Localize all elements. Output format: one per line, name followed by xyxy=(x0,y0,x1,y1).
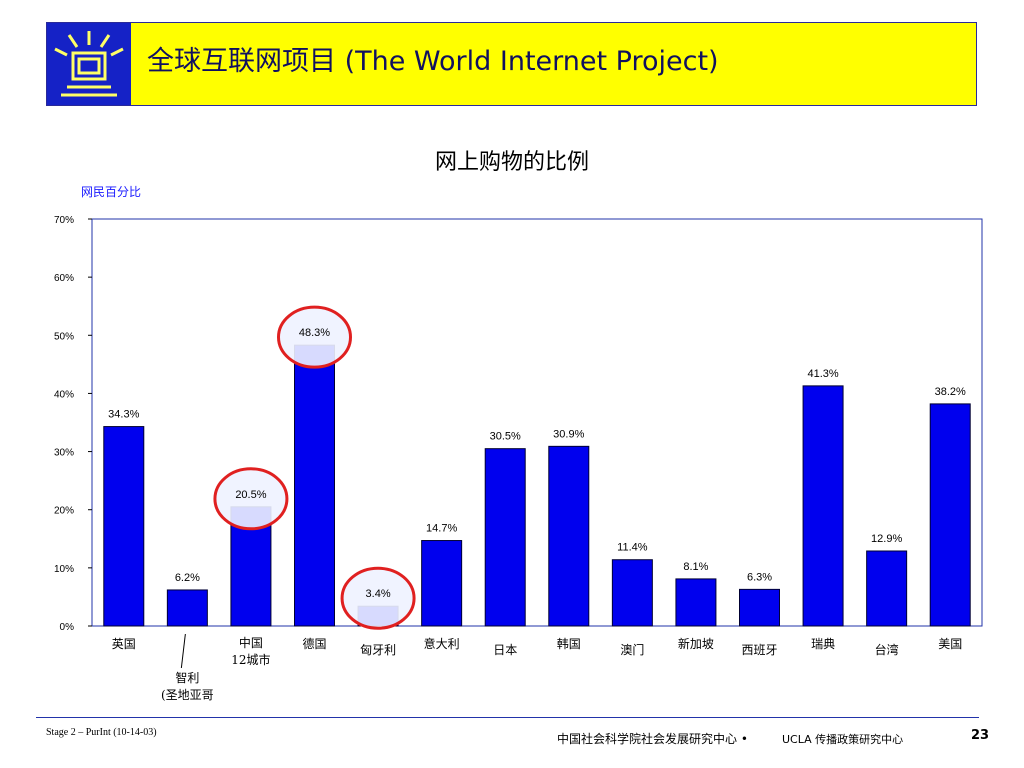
footer-divider xyxy=(36,717,979,718)
data-label: 41.3% xyxy=(807,368,838,380)
data-label: 11.4% xyxy=(617,542,648,554)
category-label: 韩国 xyxy=(557,636,581,651)
category-label: 美国 xyxy=(938,637,962,651)
data-label: 6.2% xyxy=(175,572,200,584)
data-label: 48.3% xyxy=(299,327,330,339)
category-label: 日本 xyxy=(493,643,517,657)
highlight-circle xyxy=(213,467,289,531)
y-axis-label: 网民百分比 xyxy=(81,185,142,199)
highlight-circle xyxy=(277,305,352,369)
header-banner: 全球互联网项目 (The World Internet Project) xyxy=(46,22,977,106)
category-label: 澳门 xyxy=(620,642,644,657)
category-label: 匈牙利 xyxy=(360,643,396,657)
y-tick-label: 60% xyxy=(54,273,74,284)
category-label: 德国 xyxy=(302,636,326,651)
bar-澳门 xyxy=(611,559,653,627)
category-label: 台湾 xyxy=(875,642,899,657)
bar-瑞典 xyxy=(802,385,844,627)
bar-日本 xyxy=(484,448,526,627)
category-label: 新加坡 xyxy=(678,636,714,651)
category-sublabel: (圣地亚哥 xyxy=(161,688,214,702)
data-label: 38.2% xyxy=(935,386,966,398)
bar-智利 xyxy=(166,589,208,627)
footer-ucla: UCLA 传播政策研究中心 xyxy=(782,733,904,746)
data-label: 6.3% xyxy=(747,571,772,583)
footer-stage-label: Stage 2 – PurInt (10-14-03) xyxy=(46,727,157,738)
data-label: 30.9% xyxy=(553,428,584,440)
data-label: 14.7% xyxy=(426,523,457,535)
bar-韩国 xyxy=(548,445,590,627)
plot-area-frame xyxy=(91,218,983,627)
category-label: 中国 xyxy=(239,635,263,650)
bar-英国 xyxy=(103,426,145,627)
y-tick-label: 0% xyxy=(60,622,75,633)
bar-西班牙 xyxy=(739,588,780,627)
bar-德国 xyxy=(294,344,335,627)
y-tick-label: 10% xyxy=(54,564,74,575)
bar-意大利 xyxy=(421,540,463,627)
data-label: 8.1% xyxy=(683,561,708,573)
highlight-circle xyxy=(340,566,416,630)
y-tick-label: 40% xyxy=(54,389,74,400)
category-label: 意大利 xyxy=(424,636,460,651)
page-number: 23 xyxy=(971,728,990,743)
leader-line xyxy=(180,633,186,669)
bar-新加坡 xyxy=(675,578,717,627)
logo xyxy=(47,23,131,105)
logo-icon xyxy=(54,31,124,97)
y-tick-label: 70% xyxy=(54,215,74,226)
category-sublabel: 12城市 xyxy=(231,652,270,667)
category-label: 智利 xyxy=(175,670,199,685)
bar-美国 xyxy=(929,403,971,627)
page-title: 全球互联网项目 (The World Internet Project) xyxy=(147,46,719,77)
y-tick-label: 30% xyxy=(54,448,74,459)
y-tick-label: 20% xyxy=(54,506,74,517)
data-label: 3.4% xyxy=(366,588,391,600)
data-label: 30.5% xyxy=(490,431,521,443)
data-label: 34.3% xyxy=(108,409,139,421)
data-label: 12.9% xyxy=(871,533,902,545)
y-tick-label: 50% xyxy=(54,331,74,342)
bar-台湾 xyxy=(866,550,908,627)
footer-institution: 中国社会科学院社会发展研究中心 • xyxy=(557,732,748,746)
data-label: 20.5% xyxy=(235,489,266,501)
chart-title: 网上购物的比例 xyxy=(434,150,589,175)
category-label: 英国 xyxy=(112,637,136,651)
category-label: 西班牙 xyxy=(741,643,777,657)
category-label: 瑞典 xyxy=(811,637,835,651)
